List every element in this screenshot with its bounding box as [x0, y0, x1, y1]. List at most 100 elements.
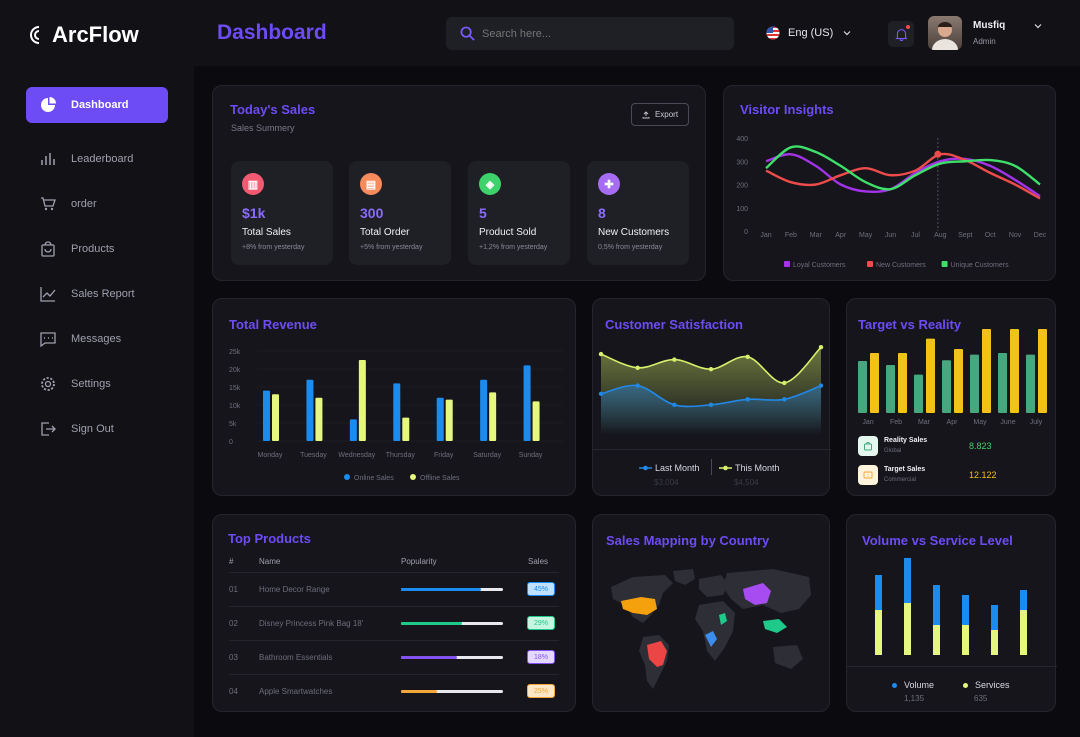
- x-tick-label: Oct: [985, 232, 996, 239]
- sidebar-item-label: Settings: [71, 378, 111, 390]
- sidebar-item-label: Dashboard: [71, 99, 129, 111]
- x-tick-label: Apr: [835, 232, 847, 239]
- search-icon: [460, 26, 475, 41]
- sidebar-item-settings[interactable]: Settings: [26, 366, 168, 402]
- data-point: [635, 383, 640, 388]
- card-title: Top Products: [228, 531, 311, 546]
- language-selector[interactable]: Eng (US): [766, 26, 851, 40]
- card-title: Customer Satisfaction: [605, 317, 743, 332]
- bar: [480, 379, 488, 441]
- x-tick-label: Saturday: [473, 452, 502, 459]
- reality-sub: Global: [884, 448, 902, 454]
- sidebar: ArcFlow Dashboard Leaderboard order Prod…: [0, 0, 194, 737]
- arcflow-logo-icon: [30, 26, 40, 44]
- logo[interactable]: ArcFlow: [28, 22, 139, 48]
- avatar[interactable]: [928, 16, 962, 50]
- sidebar-item-dashboard[interactable]: Dashboard: [26, 87, 168, 123]
- bar-services: [875, 610, 882, 655]
- stat-change: 0,5% from yesterday: [598, 244, 663, 251]
- legend-last-month-marker: [639, 465, 652, 471]
- x-tick-label: Mar: [918, 419, 931, 426]
- data-point: [708, 402, 714, 408]
- gear-icon: [41, 377, 55, 391]
- x-tick-label: Jan: [760, 232, 771, 239]
- y-tick-label: 0: [744, 229, 748, 236]
- total-revenue-card: Total Revenue 25k 20k 15k 10k 5k 0 Monday Tuesd…: [212, 298, 576, 496]
- language-label: Eng (US): [788, 27, 834, 39]
- bar: [1038, 329, 1047, 413]
- sidebar-item-label: Products: [71, 243, 115, 255]
- y-tick-label: 0: [229, 439, 233, 446]
- data-point: [672, 357, 677, 362]
- row-number: 02: [229, 619, 238, 628]
- x-tick-label: May: [859, 232, 873, 239]
- stat-change: +8% from yesterday: [242, 244, 305, 251]
- bar-volume: [962, 595, 969, 625]
- legend-marker: [784, 261, 790, 267]
- target-label: Target Sales: [884, 466, 926, 473]
- popularity-fill: [401, 588, 481, 591]
- product-name: Disney Princess Pink Bag 18': [259, 619, 364, 628]
- sidebar-item-messages[interactable]: Messages: [26, 321, 168, 357]
- sidebar-item-sign-out[interactable]: Sign Out: [26, 411, 168, 447]
- bar: [1026, 354, 1035, 413]
- x-tick-label: Wednesday: [338, 452, 375, 459]
- sidebar-item-order[interactable]: order: [26, 186, 168, 222]
- bar: [858, 361, 867, 413]
- legend-last-month: Last Month: [639, 463, 700, 473]
- bar: [886, 365, 895, 413]
- legend-label: Offline Sales: [420, 475, 460, 482]
- export-button[interactable]: Export: [631, 103, 689, 126]
- reality-sales-icon: [858, 436, 878, 456]
- x-tick-label: July: [1030, 419, 1043, 426]
- x-tick-label: Nov: [1009, 232, 1022, 239]
- x-tick-label: Jan: [862, 419, 873, 426]
- hover-point: [934, 150, 942, 158]
- message-icon: [40, 332, 56, 347]
- product-name: Apple Smartwatches: [259, 687, 333, 696]
- sidebar-item-sales-report[interactable]: Sales Report: [26, 276, 168, 312]
- y-tick-label: 20k: [229, 367, 241, 374]
- stat-value: 5: [479, 205, 487, 221]
- map-central-africa: [705, 631, 717, 647]
- legend-label: Loyal Customers: [793, 262, 846, 269]
- data-point: [782, 380, 787, 386]
- sidebar-item-products[interactable]: Products: [26, 231, 168, 267]
- divider: [593, 449, 831, 450]
- sidebar-item-leaderboard[interactable]: Leaderboard: [26, 141, 168, 177]
- divider: [229, 640, 559, 641]
- column-header: Popularity: [401, 557, 437, 566]
- map-africa: [695, 601, 735, 661]
- chart-legend: Loyal Customers New Customers Unique Custo…: [784, 261, 1009, 269]
- bag-icon: [41, 241, 55, 257]
- visitor-insights-card: Visitor Insights 400 300 200 100 0 Jan Feb Mar A…: [723, 85, 1056, 281]
- this-month-value: $4,504: [734, 478, 759, 487]
- top-products-card: Top Products # Name Popularity Sales 01 H…: [212, 514, 576, 712]
- x-tick-label: Mar: [810, 232, 823, 239]
- user-menu-chevron-icon[interactable]: [1034, 22, 1042, 30]
- world-map: [611, 569, 811, 689]
- bar: [263, 390, 270, 441]
- bar-services: [1020, 610, 1027, 655]
- search-box[interactable]: [446, 17, 734, 50]
- data-point: [672, 402, 677, 408]
- series-line: [765, 145, 1041, 191]
- bar: [358, 360, 366, 441]
- data-point: [598, 391, 604, 397]
- y-tick-label: 400: [736, 136, 748, 143]
- line-chart-icon: [40, 287, 56, 302]
- data-point: [818, 345, 824, 350]
- customer-satisfaction-chart: [598, 345, 824, 435]
- divider: [229, 674, 559, 675]
- map-australia: [773, 645, 803, 669]
- map-brazil: [647, 641, 667, 667]
- legend-label: Unique Customers: [951, 262, 1009, 269]
- sign-out-icon: [41, 422, 56, 436]
- divider: [847, 666, 1057, 667]
- popularity-fill: [401, 656, 458, 659]
- bar-services: [904, 603, 911, 655]
- map-europe: [699, 575, 729, 597]
- notification-button[interactable]: [888, 21, 914, 47]
- bar: [489, 392, 497, 441]
- search-input[interactable]: [482, 27, 702, 40]
